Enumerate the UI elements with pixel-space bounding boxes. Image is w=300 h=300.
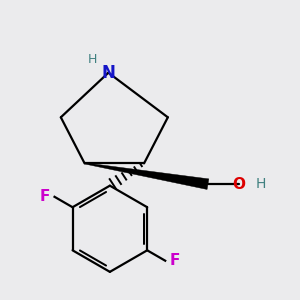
Text: F: F <box>40 189 50 204</box>
Text: O: O <box>233 177 246 192</box>
Text: H: H <box>87 53 97 66</box>
Text: H: H <box>255 177 266 190</box>
Polygon shape <box>85 163 209 190</box>
Text: N: N <box>101 64 115 82</box>
Text: F: F <box>170 253 180 268</box>
